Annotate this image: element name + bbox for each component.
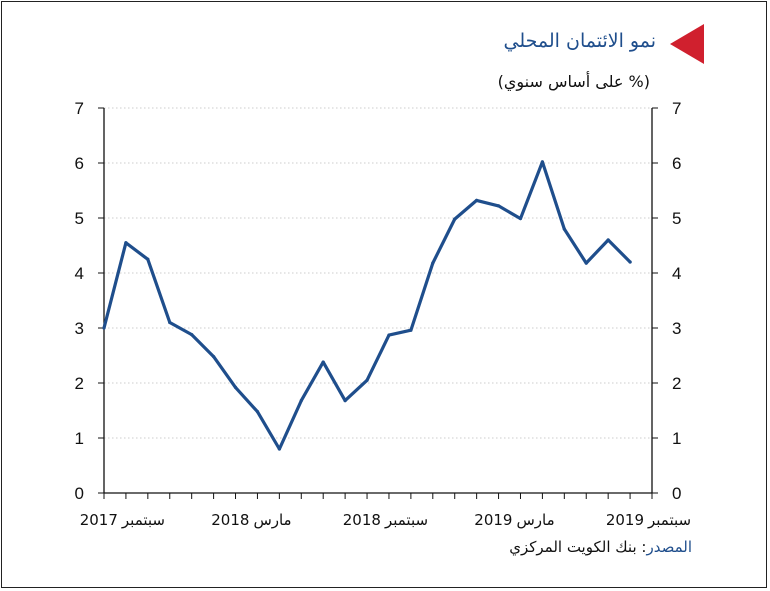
data-point — [102, 326, 106, 330]
x-tick-label-year: 2019 — [606, 511, 644, 529]
y-tick-label-left: 1 — [75, 429, 84, 448]
data-point — [124, 241, 128, 245]
y-tick-label-left: 0 — [75, 484, 84, 503]
x-tick-label-year: 2018 — [343, 511, 381, 529]
chart-subtitle: (% على أساس سنوي) — [497, 72, 650, 91]
data-point — [606, 238, 610, 242]
x-tick-label-month: سبتمبر — [647, 511, 691, 529]
data-point — [233, 385, 238, 389]
source-label: المصدر — [646, 538, 692, 556]
data-point — [168, 320, 172, 325]
data-point — [299, 399, 303, 403]
y-tick-label-right: 1 — [672, 429, 681, 448]
y-tick-label-left: 7 — [75, 99, 84, 118]
y-tick-label-left: 4 — [75, 264, 84, 283]
red-triangle-marker-icon — [670, 24, 704, 64]
y-tick-label-right: 3 — [672, 319, 681, 338]
data-point — [146, 257, 150, 261]
source-note: المصدر: بنك الكويت المركزي — [509, 538, 692, 556]
data-point — [518, 216, 523, 221]
y-tick-label-right: 4 — [672, 264, 681, 283]
x-tick-label-year: 2018 — [211, 511, 249, 529]
y-tick-label-left: 3 — [75, 319, 84, 338]
data-point — [562, 227, 566, 231]
y-tick-label-right: 5 — [672, 209, 681, 228]
data-point — [190, 333, 194, 337]
data-point — [387, 333, 391, 337]
data-point — [277, 447, 281, 451]
data-point — [409, 328, 413, 332]
x-tick-label-month: مارس — [516, 511, 554, 529]
data-point — [540, 160, 545, 164]
data-point — [453, 217, 457, 221]
y-tick-label-left: 6 — [75, 154, 84, 173]
y-tick-label-left: 5 — [75, 209, 84, 228]
x-tick-label-month: مارس — [253, 511, 291, 529]
source-text: : بنك الكويت المركزي — [509, 538, 647, 556]
data-point — [255, 410, 260, 414]
data-point — [584, 261, 588, 265]
x-tick-label-month: سبتمبر — [384, 511, 428, 529]
y-tick-label-right: 2 — [672, 374, 681, 393]
y-tick-label-left: 2 — [75, 374, 84, 393]
data-point — [475, 198, 479, 202]
y-tick-label-right: 0 — [672, 484, 681, 503]
y-tick-label-right: 6 — [672, 154, 681, 173]
x-tick-label-year: 2017 — [80, 511, 118, 529]
chart-title: نمو الائتمان المحلي — [503, 30, 656, 52]
series-line — [102, 160, 632, 451]
data-point — [431, 261, 435, 265]
y-tick-label-right: 7 — [672, 99, 681, 118]
data-point — [343, 399, 347, 403]
x-tick-label-year: 2019 — [474, 511, 512, 529]
x-tick-label-month: سبتمبر — [121, 511, 165, 529]
data-point — [321, 360, 325, 364]
data-point — [628, 260, 632, 264]
data-point — [496, 204, 501, 208]
title-row: نمو الائتمان المحلي — [284, 24, 704, 64]
data-point — [365, 378, 369, 382]
data-point — [212, 355, 216, 359]
